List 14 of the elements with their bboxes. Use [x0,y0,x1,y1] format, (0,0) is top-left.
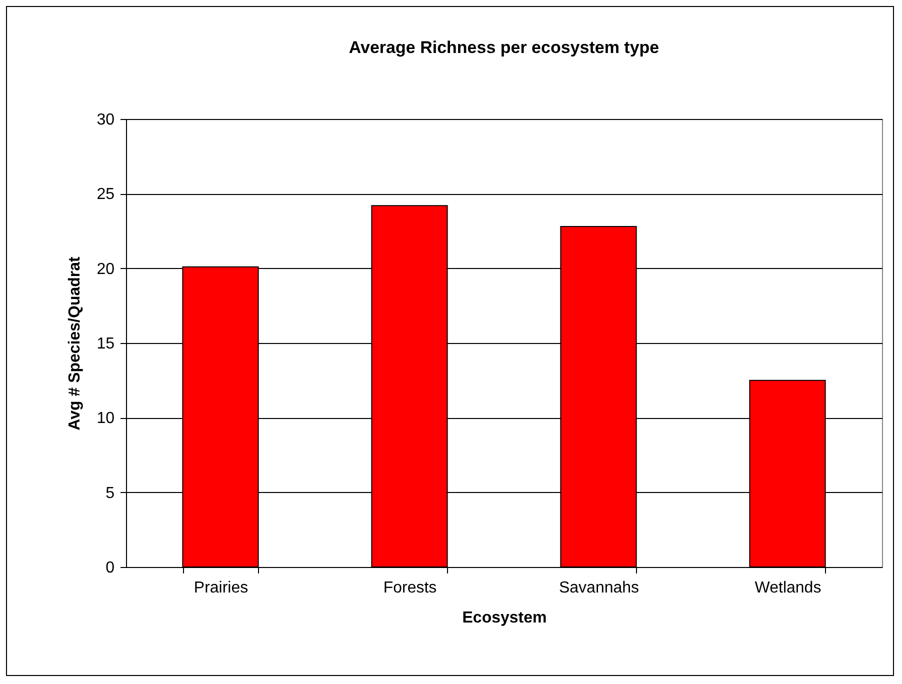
y-tick-label: 20 [96,260,115,278]
y-tick-label: 30 [96,112,115,128]
x-tick-label: Wetlands [754,580,822,596]
y-tick-label: 10 [96,410,115,428]
y-tick-label: 15 [96,336,115,352]
x-axis-title: Ecosystem [462,610,547,626]
y-tick-label: 25 [96,186,115,204]
chart-title: Average Richness per ecosystem type [348,38,660,57]
y-tick-label: 5 [106,484,115,502]
x-tick-label: Forests [383,580,437,596]
y-axis-title: Avg # Species/Quadrat [66,256,84,430]
x-tick-label: Prairies [194,580,248,596]
y-tick-label: 0 [106,560,115,576]
x-tick-label: Savannahs [558,580,640,596]
